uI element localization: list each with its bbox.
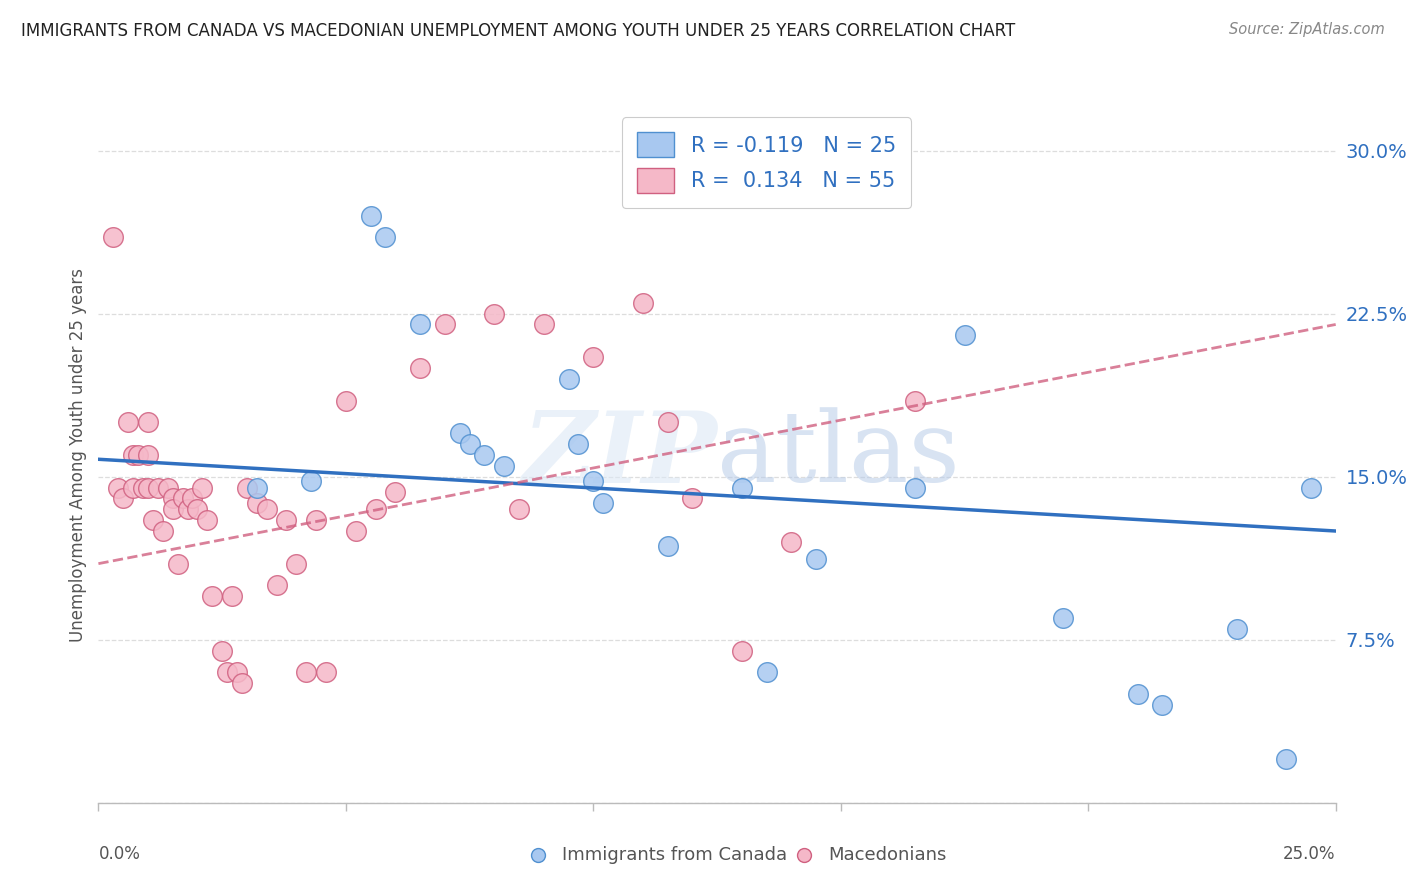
Point: [136, 415, 159, 429]
Point: [132, 481, 155, 495]
Point: [156, 481, 179, 495]
Point: [631, 295, 654, 310]
Point: [360, 209, 382, 223]
Point: [176, 502, 198, 516]
Point: [1152, 698, 1174, 712]
Point: [731, 643, 754, 657]
Point: [409, 360, 432, 375]
Point: [449, 426, 471, 441]
Point: [1299, 481, 1322, 495]
Point: [657, 415, 679, 429]
Point: [195, 513, 218, 527]
Point: [384, 484, 406, 499]
Point: [127, 448, 149, 462]
Point: [657, 539, 679, 553]
Point: [231, 676, 253, 690]
Point: [681, 491, 703, 506]
Point: [494, 458, 516, 473]
Text: IMMIGRANTS FROM CANADA VS MACEDONIAN UNEMPLOYMENT AMONG YOUTH UNDER 25 YEARS COR: IMMIGRANTS FROM CANADA VS MACEDONIAN UNE…: [21, 22, 1015, 40]
Text: 0.0%: 0.0%: [98, 845, 141, 863]
Point: [191, 481, 214, 495]
Point: [582, 350, 605, 364]
Point: [162, 491, 184, 506]
Legend: R = -0.119   N = 25, R =  0.134   N = 55: R = -0.119 N = 25, R = 0.134 N = 55: [623, 118, 911, 208]
Point: [136, 481, 159, 495]
Point: [122, 448, 145, 462]
Point: [166, 557, 188, 571]
Point: [780, 535, 803, 549]
Y-axis label: Unemployment Among Youth under 25 years: Unemployment Among Youth under 25 years: [69, 268, 87, 642]
Point: [136, 448, 159, 462]
Point: [582, 474, 605, 488]
Point: [107, 481, 129, 495]
Text: Macedonians: Macedonians: [828, 846, 946, 864]
Point: [904, 393, 927, 408]
Point: [305, 513, 328, 527]
Text: Source: ZipAtlas.com: Source: ZipAtlas.com: [1229, 22, 1385, 37]
Point: [226, 665, 249, 680]
Text: atlas: atlas: [717, 407, 960, 503]
Point: [344, 524, 367, 538]
Point: [201, 589, 224, 603]
Point: [474, 448, 496, 462]
Point: [285, 557, 308, 571]
Point: [276, 513, 298, 527]
Point: [122, 481, 145, 495]
Point: [508, 502, 530, 516]
Point: [1126, 687, 1149, 701]
Point: [246, 496, 269, 510]
Point: [162, 502, 184, 516]
Point: [172, 491, 194, 506]
Point: [335, 393, 357, 408]
Point: [221, 589, 243, 603]
Point: [433, 318, 456, 332]
Text: ZIP: ZIP: [522, 407, 717, 503]
Point: [557, 372, 579, 386]
Point: [295, 665, 318, 680]
Point: [364, 502, 387, 516]
Point: [374, 230, 396, 244]
Point: [256, 502, 278, 516]
Point: [804, 552, 827, 566]
Point: [484, 307, 506, 321]
Point: [186, 502, 208, 516]
Point: [299, 474, 322, 488]
Point: [533, 318, 555, 332]
Point: [266, 578, 288, 592]
Point: [142, 513, 165, 527]
Point: [953, 328, 976, 343]
Text: Immigrants from Canada: Immigrants from Canada: [562, 846, 787, 864]
Point: [146, 481, 169, 495]
Point: [103, 230, 125, 244]
Point: [1052, 611, 1074, 625]
Point: [1275, 752, 1298, 766]
Point: [152, 524, 174, 538]
Point: [755, 665, 778, 680]
Point: [211, 643, 233, 657]
Point: [409, 318, 432, 332]
Point: [315, 665, 337, 680]
Point: [217, 665, 239, 680]
Point: [246, 481, 269, 495]
Point: [236, 481, 259, 495]
Point: [1226, 622, 1249, 636]
Point: [731, 481, 754, 495]
Point: [117, 415, 139, 429]
Point: [592, 496, 614, 510]
Point: [112, 491, 135, 506]
Point: [181, 491, 204, 506]
Text: 25.0%: 25.0%: [1284, 845, 1336, 863]
Point: [458, 437, 481, 451]
Point: [904, 481, 927, 495]
Point: [567, 437, 589, 451]
